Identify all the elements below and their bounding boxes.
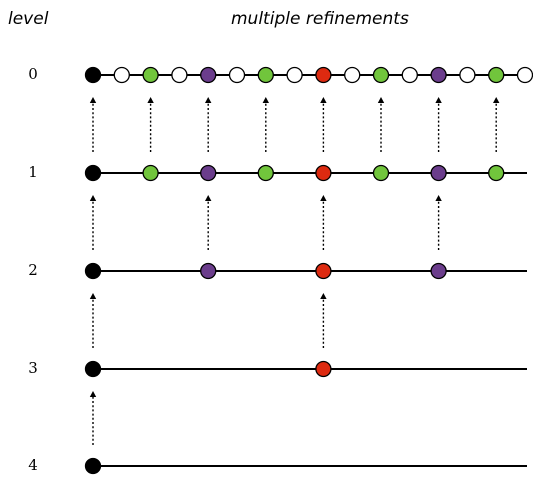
level-1-node-1-green — [142, 164, 159, 182]
level-3-node-1-red — [315, 360, 332, 378]
arrow-1-2-head — [205, 97, 212, 103]
level-0-node-13-white — [459, 66, 476, 84]
level-0-node-9-white — [344, 66, 361, 84]
level-3-node-0-black — [84, 360, 102, 378]
arrow-1-5-head — [377, 97, 385, 103]
level-0-node-2-green — [142, 66, 159, 84]
arrow-1-7-head — [493, 97, 500, 103]
arrow-1-3-head — [262, 97, 269, 103]
level-label-3: 3 — [28, 359, 38, 377]
level-0-node-3-white — [171, 66, 188, 84]
level-2-node-2-red — [315, 262, 332, 280]
level-0-node-6-green — [257, 66, 274, 84]
arrow-2-0-head — [89, 195, 97, 201]
arrow-2-2-head — [320, 195, 327, 201]
level-0-node-8-red — [315, 66, 332, 84]
level-label-1: 1 — [28, 163, 38, 181]
level-0-node-14-green — [488, 66, 505, 84]
level-0-node-1-white — [113, 66, 130, 84]
level-1-node-0-black — [84, 164, 102, 182]
level-header: level — [8, 9, 49, 29]
level-0-node-4-purple — [200, 66, 217, 84]
arrow-2-3-head — [435, 195, 442, 201]
level-label-4: 4 — [28, 456, 38, 474]
arrow-1-4-head — [320, 97, 327, 103]
arrow-1-6-head — [435, 97, 442, 103]
level-1-node-4-red — [315, 164, 332, 182]
refinements-header: multiple refinements — [231, 9, 409, 29]
level-0-node-12-purple — [430, 66, 447, 84]
arrow-3-1-head — [320, 293, 327, 299]
level-label-0: 0 — [28, 65, 38, 83]
level-1-node-2-purple — [200, 164, 217, 182]
arrow-4-0-head — [89, 391, 97, 397]
level-0-node-0-black — [84, 66, 102, 84]
arrow-3-0-head — [89, 293, 97, 299]
level-0-node-15-white — [516, 66, 533, 84]
arrow-2-1-head — [205, 195, 212, 201]
level-1-node-6-purple — [430, 164, 447, 182]
level-0-node-7-white — [286, 66, 303, 84]
level-1-node-3-green — [257, 164, 274, 182]
level-0-node-11-white — [401, 66, 418, 84]
level-0-node-5-white — [228, 66, 246, 84]
level-2-node-3-purple — [430, 262, 447, 280]
level-label-2: 2 — [28, 261, 38, 279]
arrow-1-0-head — [89, 97, 97, 103]
level-2-node-0-black — [84, 262, 102, 280]
level-1-node-7-green — [488, 164, 505, 182]
level-1-node-5-green — [372, 164, 390, 182]
arrow-1-1-head — [147, 97, 154, 103]
level-2-node-1-purple — [200, 262, 217, 280]
level-4-node-0-black — [84, 457, 102, 475]
level-0-node-10-green — [372, 66, 390, 84]
